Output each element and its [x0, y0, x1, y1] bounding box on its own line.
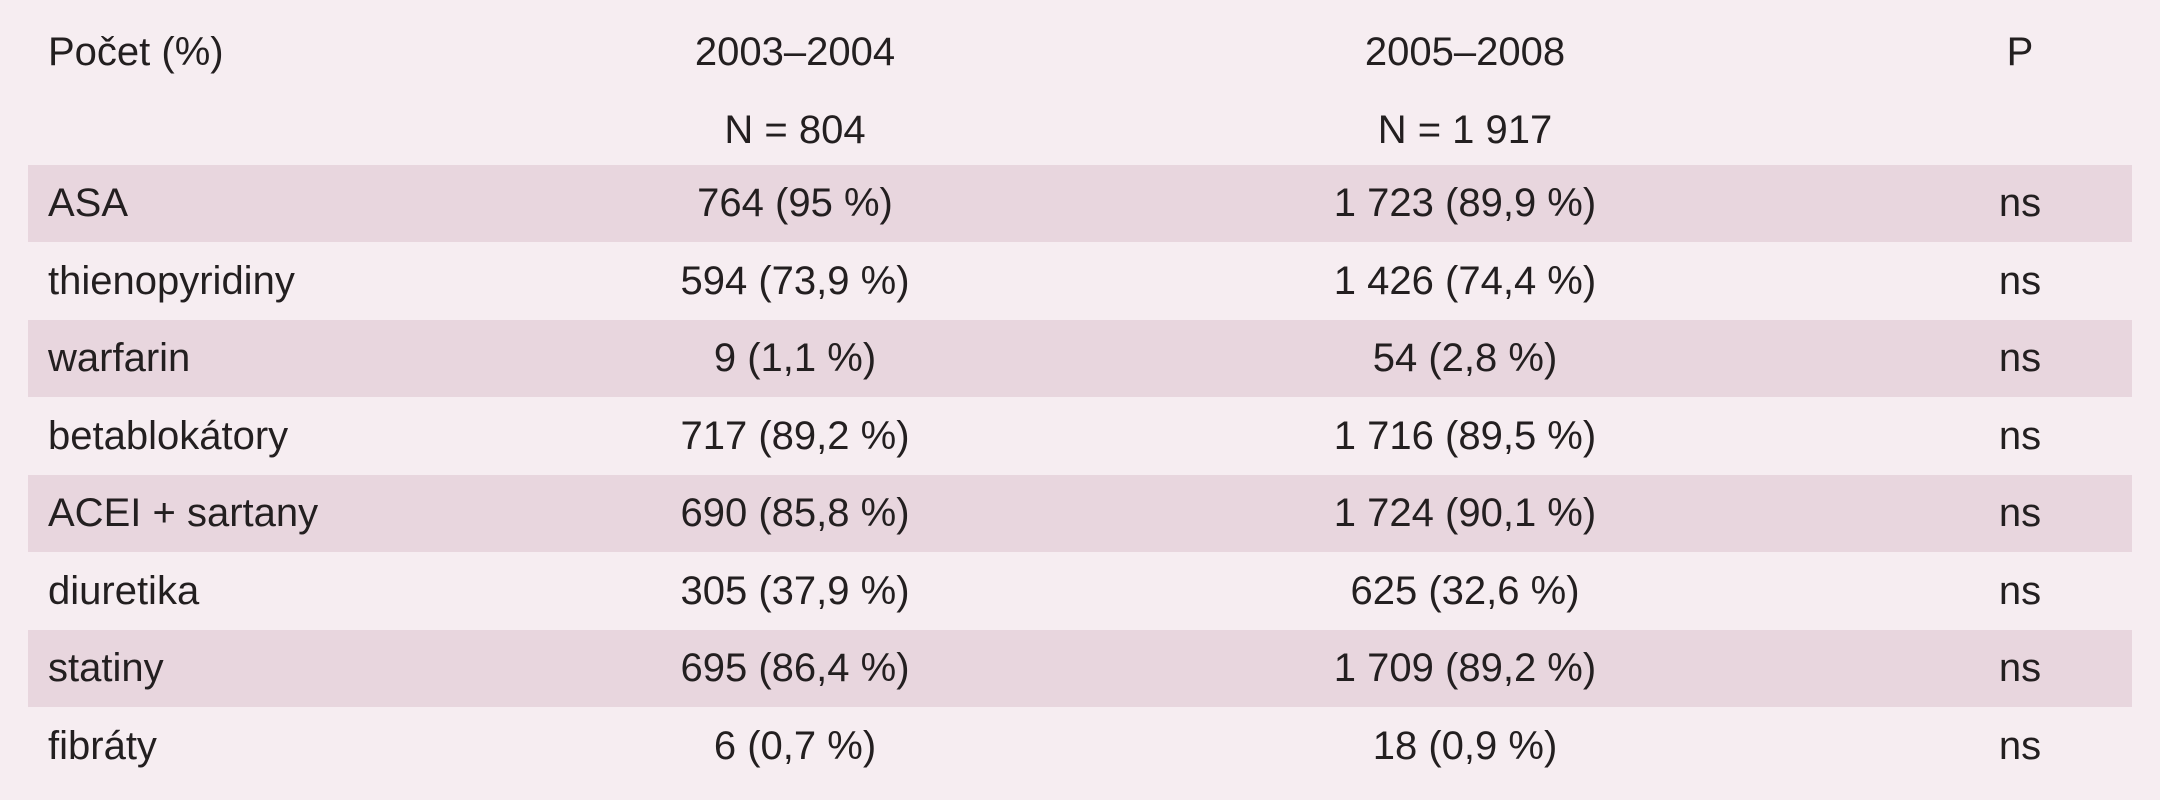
p-value: ns	[1998, 413, 2042, 458]
count-2003-2004: 9 (1,1 %)	[713, 336, 877, 380]
row-label: diuretika	[48, 568, 200, 613]
row-label: thienopyridiny	[48, 258, 295, 303]
row-label: fibráty	[48, 723, 157, 768]
table-row	[28, 475, 2132, 552]
count-2003-2004: 717 (89,2 %)	[680, 413, 910, 458]
table-row	[28, 708, 2132, 785]
count-2005-2008: 1 426 (74,4 %)	[1333, 258, 1597, 303]
table-row	[28, 553, 2132, 630]
count-2005-2008: 1 716 (89,5 %)	[1333, 413, 1597, 458]
header-n: N = 804	[724, 108, 866, 152]
p-value: ns	[1998, 723, 2042, 768]
count-2003-2004: 690 (85,8 %)	[680, 491, 910, 535]
count-2003-2004: 764 (95 %)	[697, 181, 893, 225]
p-value: ns	[1998, 491, 2042, 535]
count-2005-2008: 625 (32,6 %)	[1350, 568, 1580, 613]
count-2003-2004: 6 (0,7 %)	[713, 723, 877, 768]
row-label: statiny	[48, 646, 164, 690]
row-label: warfarin	[48, 336, 191, 380]
row-label: ASA	[48, 181, 129, 225]
header-n: N = 1 917	[1377, 108, 1553, 152]
table-row	[28, 320, 2132, 397]
p-value: ns	[1998, 336, 2042, 380]
count-2003-2004: 305 (37,9 %)	[680, 568, 910, 613]
row-label: betablokátory	[48, 413, 289, 458]
p-value: ns	[1998, 568, 2042, 613]
count-2005-2008: 1 709 (89,2 %)	[1333, 646, 1597, 690]
table-row	[28, 165, 2132, 242]
count-2003-2004: 594 (73,9 %)	[680, 258, 910, 303]
count-2005-2008: 1 724 (90,1 %)	[1333, 491, 1597, 535]
table-row	[28, 243, 2132, 320]
row-label: ACEI + sartany	[48, 491, 319, 535]
header-p: P	[2006, 30, 2034, 74]
count-2003-2004: 695 (86,4 %)	[680, 646, 910, 690]
p-value: ns	[1998, 258, 2042, 303]
count-2005-2008: 54 (2,8 %)	[1372, 336, 1558, 380]
p-value: ns	[1998, 181, 2042, 225]
header-period: 2005–2008	[1364, 30, 1566, 74]
count-2005-2008: 18 (0,9 %)	[1372, 723, 1558, 768]
count-2005-2008: 1 723 (89,9 %)	[1333, 181, 1597, 225]
p-value: ns	[1998, 646, 2042, 690]
table-row	[28, 398, 2132, 475]
header-period: 2003–2004	[694, 30, 896, 74]
table-row	[28, 630, 2132, 707]
header-label: Počet (%)	[48, 30, 224, 74]
